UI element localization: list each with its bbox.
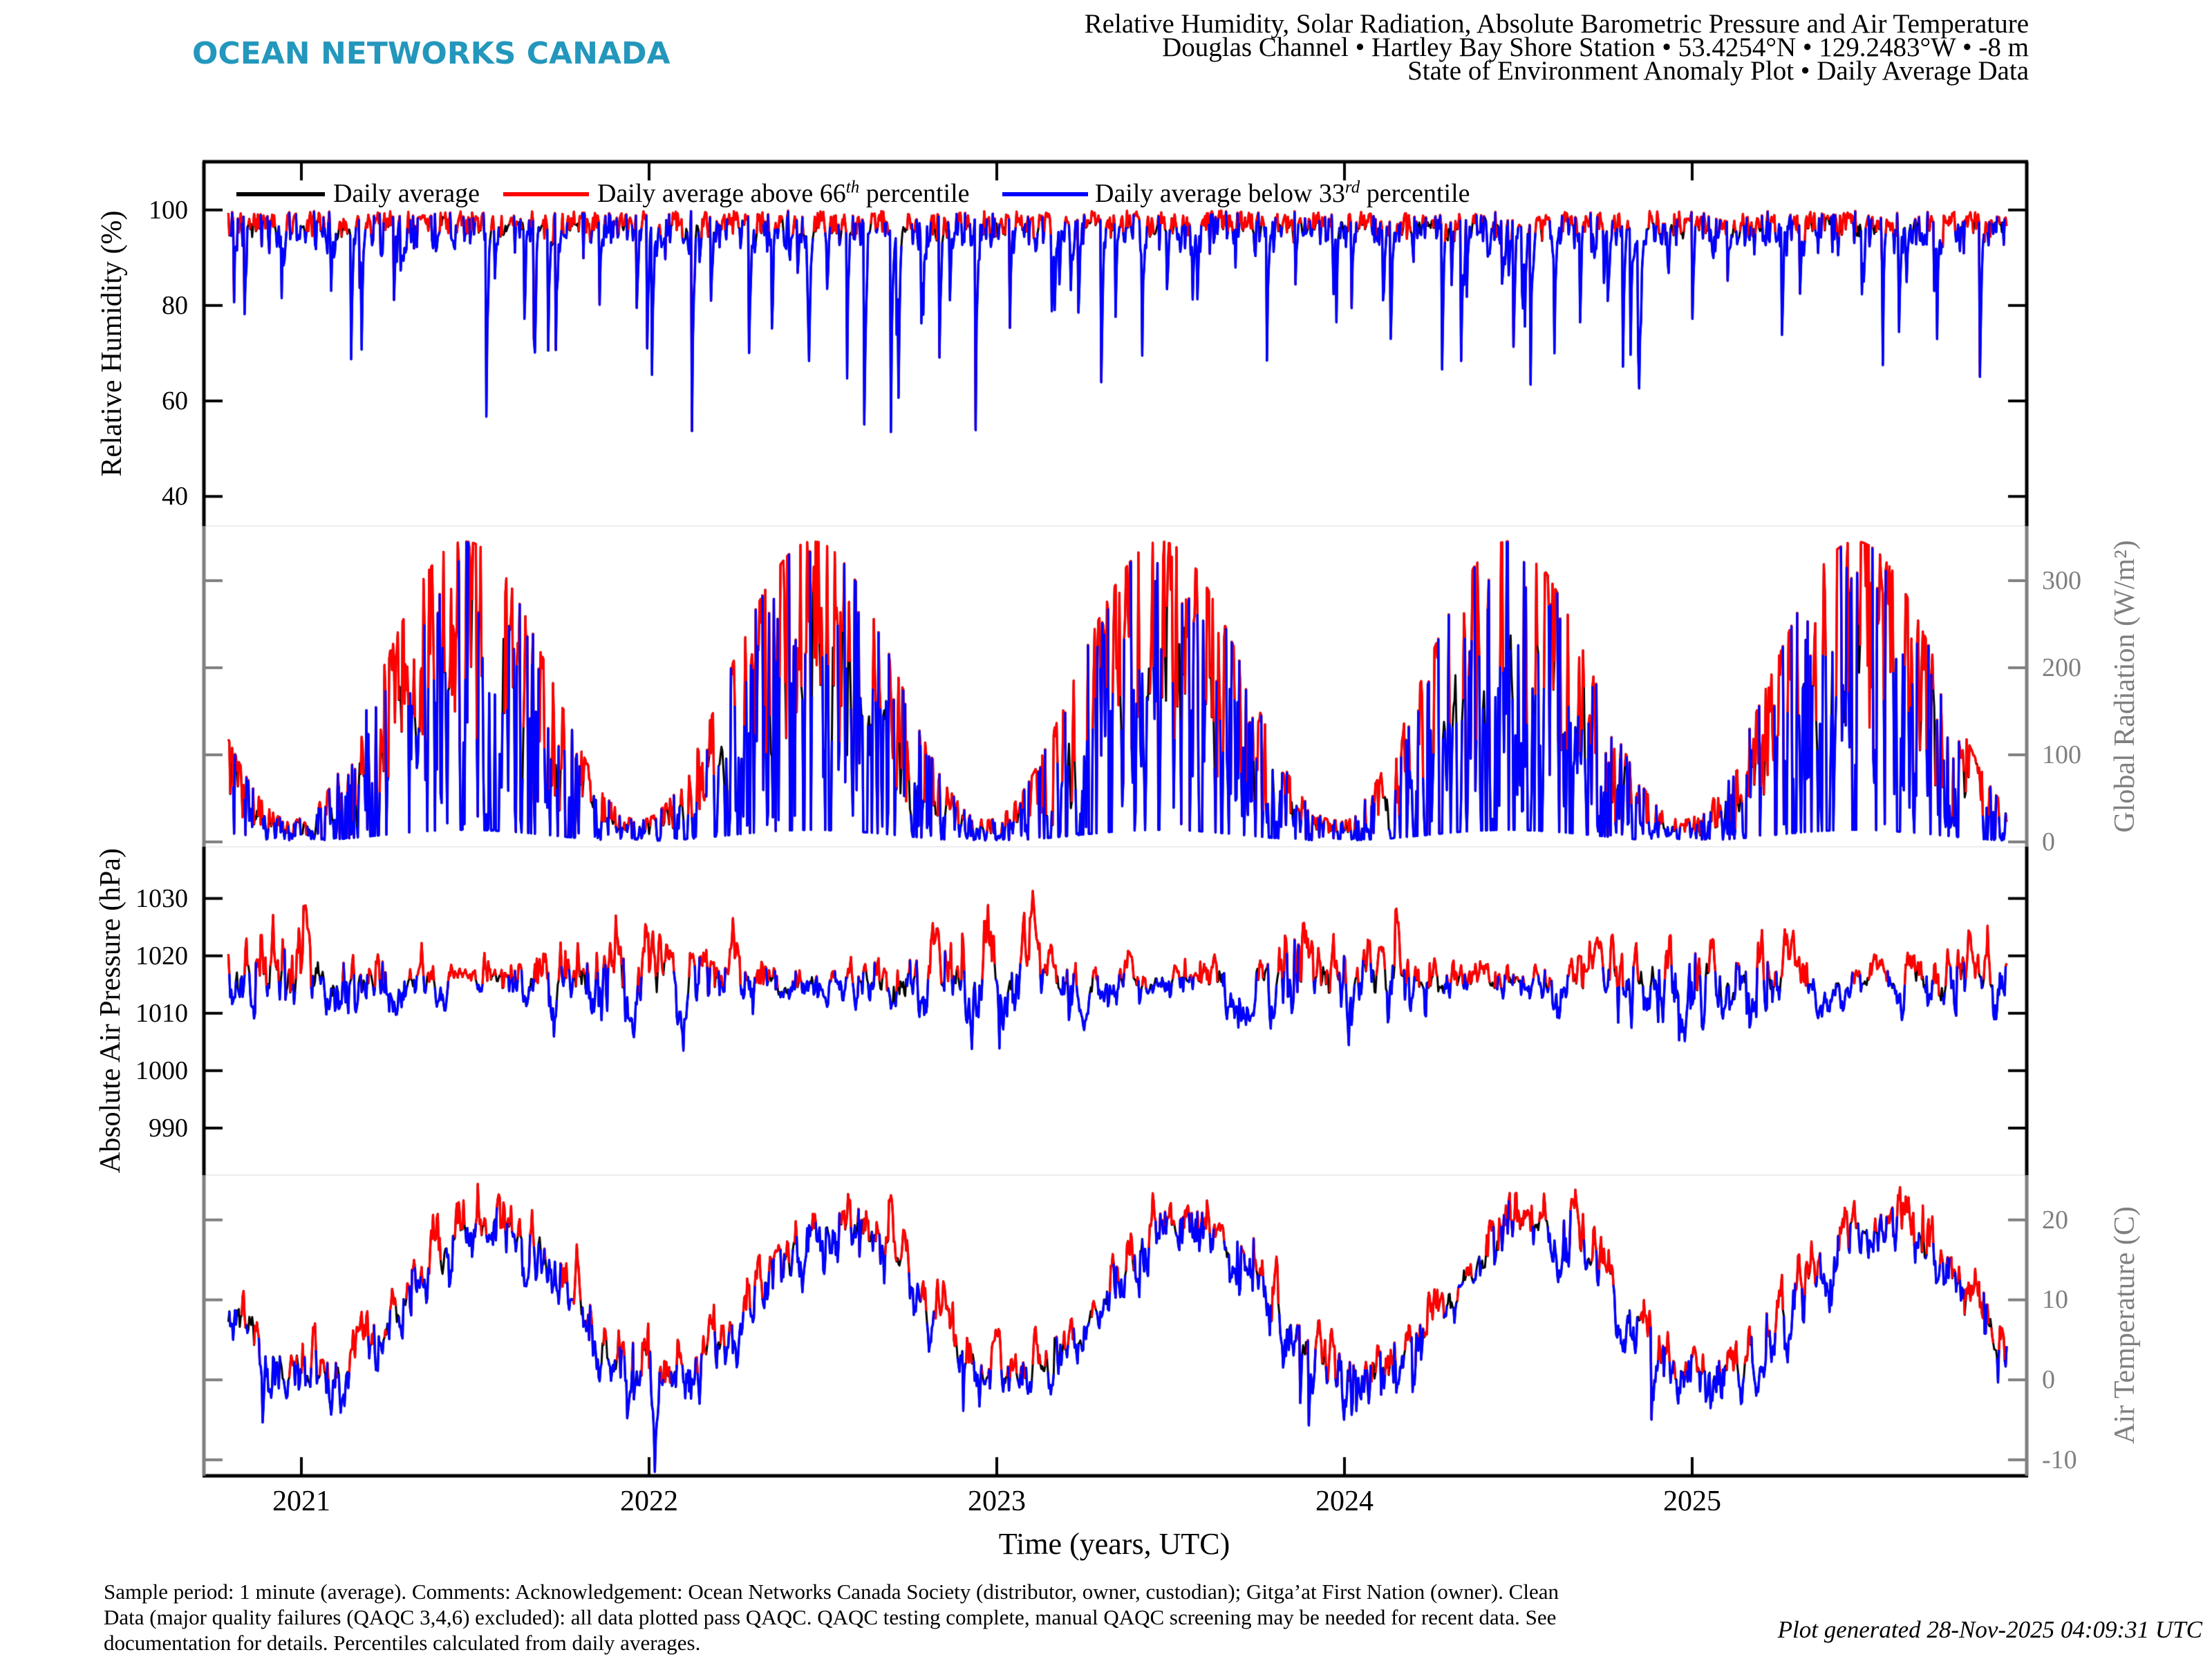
x-axis-label: Time (years, UTC) (998, 1527, 1230, 1561)
legend-label-below-33rd: Daily average below 33rd percentile (1095, 178, 1470, 209)
footer-line-1: Sample period: 1 minute (average). Comme… (104, 1580, 1559, 1604)
y-tick-label: 80 (162, 290, 188, 320)
legend-text: percentile (1360, 179, 1470, 208)
y-axis-label-global-radiation: Global Radiation (W/m²) (2109, 540, 2141, 833)
y-tick-label: 200 (2042, 653, 2081, 682)
y-tick-label: 40 (162, 482, 188, 512)
y-tick-label: 1000 (135, 1056, 188, 1085)
y-tick-label: 100 (149, 195, 188, 225)
legend-swatch-above-66th (503, 192, 589, 196)
legend-text: Daily average above 66 (597, 179, 846, 208)
legend-text: Daily average below 33 (1095, 179, 1345, 208)
y-tick-label: 1010 (135, 998, 188, 1028)
plot-generated-timestamp: Plot generated 28-Nov-2025 04:09:31 UTC (1777, 1616, 2202, 1643)
y-tick-label: 20 (2042, 1205, 2068, 1235)
legend-swatch-below-33rd (1002, 192, 1088, 196)
legend-text: percentile (859, 179, 970, 208)
legend-label-above-66th: Daily average above 66th percentile (597, 178, 970, 209)
y-tick-label: 10 (2042, 1285, 2068, 1315)
legend-sup: th (845, 178, 860, 197)
footer-line-3: documentation for details. Percentiles c… (104, 1631, 701, 1655)
y-tick-label: 0 (2042, 827, 2055, 856)
legend-label-daily-average: Daily average (333, 178, 480, 209)
x-tick-label: 2021 (272, 1485, 330, 1517)
y-tick-label: 300 (2042, 565, 2081, 595)
x-tick-label: 2022 (620, 1485, 678, 1517)
legend-swatch-daily-average (236, 192, 325, 196)
y-tick-label: 0 (2042, 1365, 2055, 1395)
y-tick-label: -10 (2042, 1445, 2077, 1474)
y-tick-label: 1020 (135, 941, 188, 971)
footer-comments: Sample period: 1 minute (average). Comme… (104, 1579, 1559, 1656)
legend-sup: rd (1344, 178, 1360, 197)
x-tick-label: 2024 (1315, 1485, 1374, 1517)
y-tick-label: 60 (162, 386, 188, 416)
y-axis-label-air-temperature: Air Temperature (C) (2109, 1206, 2141, 1444)
y-axis-label-relative-humidity: Relative Humidity (%) (96, 210, 128, 477)
x-tick-label: 2023 (968, 1485, 1026, 1517)
x-tick-label: 2025 (1663, 1485, 1721, 1517)
y-tick-label: 1030 (135, 883, 188, 913)
y-tick-label: 100 (2042, 740, 2081, 769)
legend-text: Daily average (333, 179, 480, 208)
footer-line-2: Data (major quality failures (QAQC 3,4,6… (104, 1605, 1557, 1629)
y-tick-label: 990 (149, 1113, 188, 1143)
